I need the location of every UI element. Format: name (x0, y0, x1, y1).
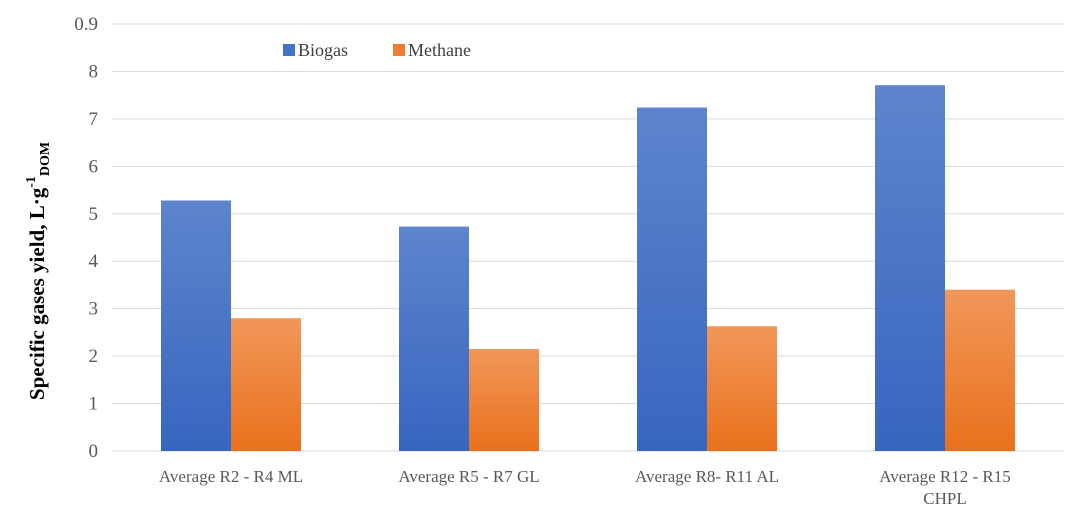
bar-biogas-2 (399, 226, 469, 451)
y-tick-label: 1 (89, 394, 99, 415)
bar-methane-2 (469, 348, 539, 451)
bar-biogas-3 (637, 107, 707, 451)
bar-biogas-1 (161, 200, 231, 451)
y-tick-label: 5 (89, 204, 99, 225)
y-tick-label: 0.9 (74, 14, 98, 35)
y-tick-label: 2 (89, 346, 99, 367)
x-category-label: Average R2 - R4 ML (159, 467, 303, 486)
bar-biogas-4 (875, 85, 945, 451)
y-axis-title: Specific gases yield, L·g-1DOM (24, 142, 53, 400)
bar-methane-3 (707, 326, 777, 451)
legend: Biogas Methane (283, 40, 471, 60)
x-category-label: Average R5 - R7 GL (398, 467, 539, 486)
legend-label-methane: Methane (408, 40, 471, 60)
y-tick-label: 8 (89, 61, 99, 82)
x-axis-category-labels: Average R2 - R4 ML Average R5 - R7 GL Aver… (159, 467, 1011, 508)
y-axis-tick-labels: 0 1 2 3 4 5 6 7 8 0.9 (74, 14, 98, 462)
legend-swatch-biogas (283, 44, 295, 56)
bar-methane-1 (231, 318, 301, 451)
y-tick-label: 3 (89, 299, 99, 320)
bars (161, 85, 1015, 451)
y-tick-label: 4 (89, 251, 99, 272)
x-category-label: Average R12 - R15 CHPL (879, 467, 1010, 508)
legend-label-biogas: Biogas (298, 40, 348, 60)
bar-methane-4 (945, 289, 1015, 451)
x-category-label: Average R8- R11 AL (635, 467, 779, 486)
y-tick-label: 0 (89, 441, 99, 462)
y-tick-label: 6 (89, 156, 99, 177)
y-tick-label: 7 (89, 109, 99, 130)
legend-swatch-methane (393, 44, 405, 56)
